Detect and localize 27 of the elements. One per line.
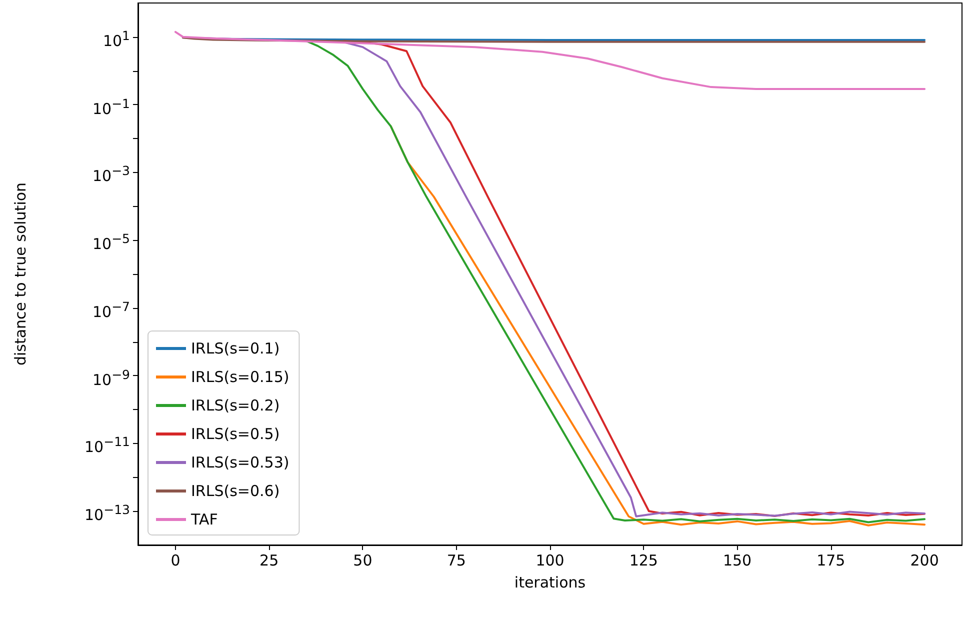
legend-label: IRLS(s=0.6) <box>191 482 280 500</box>
line-series <box>174 30 926 90</box>
legend-label: TAF <box>190 510 218 528</box>
y-tick-label: 10$^{−1}$ <box>92 94 130 119</box>
x-axis-title: iterations <box>514 574 586 592</box>
y-tick-label: 10$^{−5}$ <box>92 230 130 254</box>
x-tick-label: 75 <box>446 552 466 570</box>
y-tick-label: 10$^{−11}$ <box>84 433 130 458</box>
x-tick-label: 175 <box>816 552 846 570</box>
legend-label: IRLS(s=0.2) <box>191 396 280 414</box>
y-tick-label: 10$^{−9}$ <box>92 366 130 390</box>
x-tick-label: 0 <box>170 552 180 570</box>
x-tick-label: 25 <box>260 552 279 570</box>
y-tick-label: 10$^{−13}$ <box>84 501 130 526</box>
legend-label: IRLS(s=0.5) <box>191 425 280 443</box>
x-tick-label: 50 <box>353 552 372 570</box>
y-axis-title: distance to true solution <box>12 182 30 366</box>
y-tick-label: 10$^{1}$ <box>102 26 130 51</box>
x-tick-label: 100 <box>536 552 564 570</box>
legend-label: IRLS(s=0.15) <box>191 368 290 386</box>
x-tick-label: 150 <box>722 552 752 570</box>
legend-label: IRLS(s=0.53) <box>191 454 290 472</box>
x-tick-label: 125 <box>629 552 658 570</box>
x-tick-label: 200 <box>910 552 939 570</box>
y-tick-label: 10$^{−3}$ <box>92 162 130 186</box>
y-tick-label: 10$^{−7}$ <box>92 298 130 322</box>
legend-label: IRLS(s=0.1) <box>191 340 280 358</box>
